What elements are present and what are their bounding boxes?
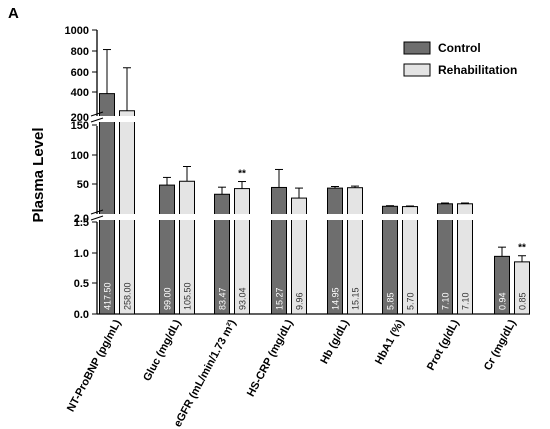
- legend-label-control: Control: [438, 41, 481, 55]
- x-category-label: Prot (g/dL): [425, 317, 462, 372]
- bar-value-label: 0.94: [498, 292, 508, 310]
- axis-break-mark: [90, 117, 104, 123]
- y-axis-title: Plasma Level: [30, 127, 47, 222]
- bar-value-label: 417.50: [103, 282, 113, 310]
- bar-value-label: 105.50: [183, 282, 193, 310]
- y-tick-label: 100: [71, 150, 89, 162]
- x-category-label: eGFR (mL/min/1.73 m²): [172, 317, 239, 429]
- bar-control: [99, 93, 115, 315]
- x-category-label: NT-ProBNP (pg/mL): [65, 317, 124, 413]
- legend-swatch-rehabilitation: [403, 63, 431, 77]
- bar-value-label: 5.85: [386, 292, 396, 310]
- x-category-label: HS-CRP (mg/dL): [245, 317, 296, 398]
- y-tick-label: 1.5: [74, 217, 89, 229]
- x-category-label: Cr (mg/dL): [482, 317, 519, 372]
- significance-marker: **: [238, 169, 246, 180]
- bar-value-label: 14.95: [331, 287, 341, 310]
- axis-break-mark: [90, 111, 104, 117]
- legend-swatch-control: [403, 41, 431, 55]
- bar-value-label: 0.85: [518, 292, 528, 310]
- bar-value-label: 15.15: [351, 287, 361, 310]
- y-tick-label: 50: [77, 179, 89, 191]
- x-category-label: Hb (g/dL): [318, 317, 351, 366]
- y-tick-label: 0.0: [74, 309, 89, 321]
- legend: Control Rehabilitation: [403, 41, 517, 77]
- panel-label: A: [8, 5, 19, 22]
- y-tick-label: 1000: [65, 25, 89, 37]
- legend-label-rehabilitation: Rehabilitation: [438, 63, 517, 77]
- bar-value-label: 9.96: [295, 292, 305, 310]
- axis-break-mark: [90, 215, 104, 221]
- y-tick-label: 150: [71, 120, 89, 132]
- y-tick-label: 400: [71, 87, 89, 99]
- x-category-label: HbA1 (%): [373, 317, 407, 366]
- bar-value-label: 83.47: [218, 287, 228, 310]
- x-category-label: Gluc (mg/dL): [141, 317, 184, 383]
- y-tick-label: 600: [71, 67, 89, 79]
- y-tick-label: 200: [71, 112, 89, 124]
- axis-break-mark: [90, 209, 104, 215]
- y-tick-label: 800: [71, 46, 89, 58]
- axis-break-gap: [90, 116, 535, 122]
- bar-value-label: 7.10: [441, 292, 451, 310]
- bar-value-label: 15.27: [275, 287, 285, 310]
- y-tick-label: 1.0: [74, 248, 89, 260]
- bar-value-label: 7.10: [461, 292, 471, 310]
- axis-break-gap: [90, 214, 535, 220]
- significance-marker: **: [518, 243, 526, 254]
- y-tick-label: 2.0: [74, 213, 89, 225]
- bar-value-label: 5.70: [406, 292, 416, 310]
- y-tick-label: 0.5: [74, 278, 89, 290]
- bar-value-label: 99.00: [163, 287, 173, 310]
- bar-value-label: 258.00: [123, 282, 133, 310]
- bar-value-label: 93.04: [238, 287, 248, 310]
